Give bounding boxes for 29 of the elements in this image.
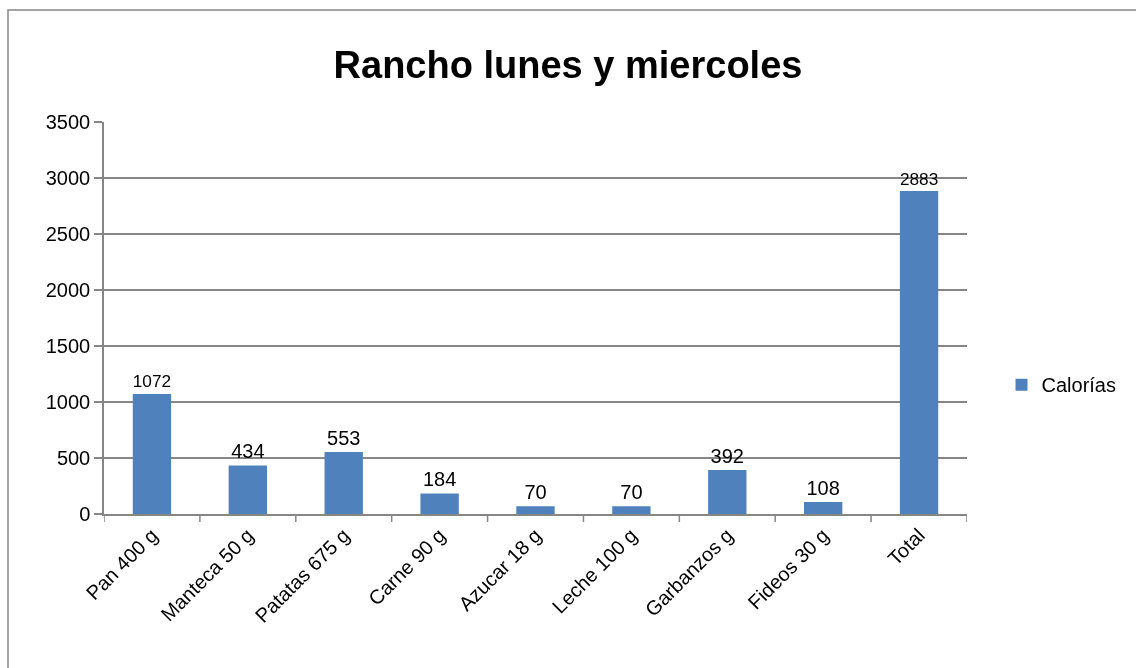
- x-tick-label: Pan 400 g: [81, 524, 162, 605]
- data-label: 184: [422, 468, 457, 491]
- bar: [324, 452, 363, 514]
- y-tick-label: 2000: [45, 279, 91, 301]
- y-tick-label: 3500: [45, 111, 91, 133]
- data-label: 108: [806, 476, 840, 499]
- data-label: 553: [327, 427, 361, 450]
- y-tick-label: 1500: [45, 335, 91, 357]
- bar: [420, 493, 459, 514]
- y-tick-label: 3000: [45, 167, 91, 189]
- bar: [803, 501, 843, 514]
- data-label: 70: [620, 481, 643, 504]
- data-label: 1072: [132, 371, 172, 392]
- bar: [516, 506, 555, 514]
- bar: [132, 393, 172, 514]
- bar: [228, 465, 268, 514]
- bar: [899, 191, 939, 514]
- y-tick-label: 0: [79, 503, 91, 525]
- data-label: 434: [231, 440, 265, 463]
- bar: [708, 470, 747, 514]
- y-tick-label: 500: [56, 447, 91, 469]
- data-label: 2883: [899, 168, 939, 189]
- bar: [612, 506, 651, 514]
- data-label: 70: [524, 481, 547, 504]
- legend-label: Calorías: [1041, 374, 1116, 397]
- y-tick-label: 1000: [45, 391, 91, 413]
- data-label: 392: [710, 445, 744, 468]
- chart-title: Rancho lunes y miercoles: [333, 44, 803, 87]
- y-tick-label: 2500: [45, 223, 91, 245]
